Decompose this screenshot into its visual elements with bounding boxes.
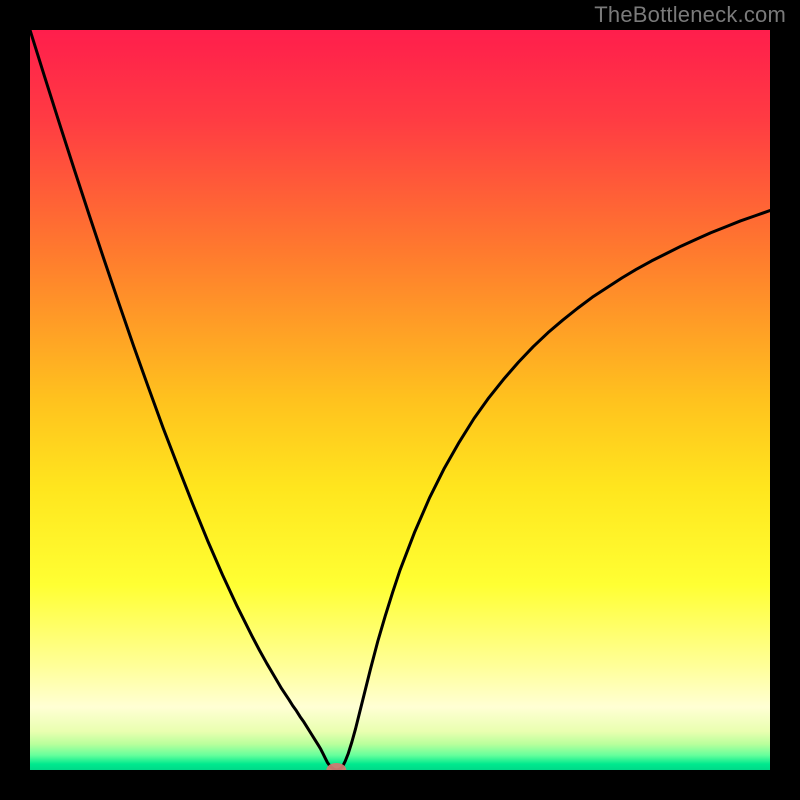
bottleneck-plot: [0, 0, 800, 800]
gradient-plot-area: [30, 30, 770, 770]
chart-container: { "watermark": { "text": "TheBottleneck.…: [0, 0, 800, 800]
watermark-text: TheBottleneck.com: [594, 2, 786, 28]
